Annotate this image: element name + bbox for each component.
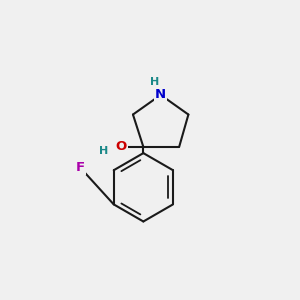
Text: H: H <box>100 146 109 157</box>
Text: H: H <box>150 77 160 87</box>
Text: O: O <box>116 140 127 153</box>
Text: N: N <box>155 88 166 101</box>
Text: F: F <box>76 161 85 174</box>
